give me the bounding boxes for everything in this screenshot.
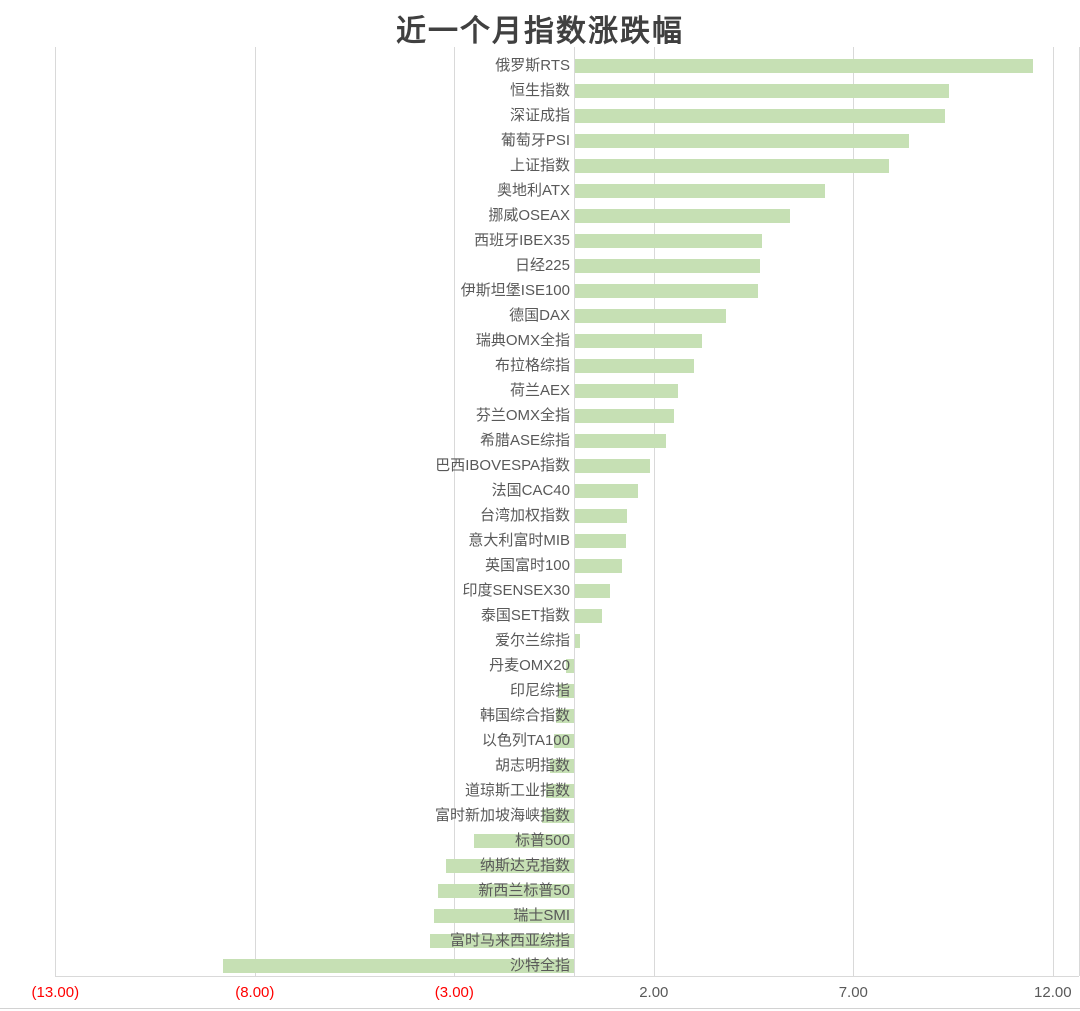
category-label: 芬兰OMX全指 [475,407,570,424]
gridline [454,47,456,976]
bar [574,283,758,298]
bar [550,758,574,773]
category-label: 葡萄牙PSI [500,132,570,149]
category-label: 韩国综合指数 [479,707,570,724]
bar [574,458,650,473]
bar [542,808,574,823]
bar [574,383,678,398]
category-label: 深证成指 [509,107,570,124]
bar [574,308,726,323]
gridline [653,47,655,976]
category-label: 胡志明指数 [494,757,570,774]
category-label: 沙特全指 [509,957,570,974]
gridline [254,47,256,976]
bar [574,133,910,148]
bar [554,733,574,748]
category-label: 俄罗斯RTS [495,57,570,74]
category-label: 希腊ASE综指 [479,432,570,449]
plot-right-border [1078,47,1080,976]
bar [574,508,627,523]
category-label: 奥地利ATX [496,182,570,199]
category-label: 恒生指数 [509,82,570,99]
bar [574,358,694,373]
bar [222,958,574,973]
bar [574,533,626,548]
x-axis-tick-label: (3.00) [434,984,474,1001]
x-axis-tick-label: 7.00 [838,984,868,1001]
category-label: 印尼综指 [509,682,570,699]
category-label: 丹麦OMX20 [489,657,570,674]
bar [574,408,674,423]
bar [574,433,666,448]
category-label: 台湾加权指数 [479,507,570,524]
bar [574,58,1033,73]
zero-axis-line [574,47,575,976]
bar [574,208,790,223]
category-label: 挪威OSEAX [488,207,570,224]
bar [446,858,574,873]
bar [574,108,946,123]
bar [558,683,574,698]
bar [546,783,574,798]
bar [574,608,602,623]
bar [556,708,574,723]
bar [574,333,702,348]
category-label: 新西兰标普50 [478,882,570,899]
category-label: 爱尔兰综指 [494,632,570,649]
category-label: 标普500 [514,832,570,849]
category-label: 布拉格综指 [494,357,570,374]
bar [430,933,574,948]
bar [574,633,580,648]
category-label: 印度SENSEX30 [462,582,570,599]
x-axis-tick-label: 2.00 [639,984,669,1001]
chart-title: 近一个月指数涨跌幅 [396,15,684,48]
gridline [853,47,855,976]
category-label: 以色列TA100 [481,732,570,749]
category-label: 西班牙IBEX35 [474,232,570,249]
category-label: 富时新加坡海峡指数 [434,807,570,824]
category-label: 伊斯坦堡ISE100 [460,282,570,299]
category-label: 法国CAC40 [491,482,570,499]
bar [474,833,575,848]
category-label: 道琼斯工业指数 [464,782,570,799]
category-label: 德国DAX [509,307,570,324]
category-label: 纳斯达克指数 [479,857,570,874]
category-label: 泰国SET指数 [480,607,570,624]
x-axis-tick-label: (8.00) [235,984,275,1001]
category-label: 荷兰AEX [509,382,570,399]
bar [574,483,638,498]
bar [574,83,950,98]
window-bottom-border [0,1008,1080,1009]
bar [434,908,575,923]
gridline [1052,47,1054,976]
plot-bottom-border [55,976,1079,977]
category-label: 瑞士SMI [513,907,570,924]
bar [574,258,760,273]
category-label: 日经225 [514,257,570,274]
category-label: 富时马来西亚综指 [449,932,570,949]
bar [574,158,890,173]
category-label: 意大利富时MIB [468,532,570,549]
x-axis-tick-label: (13.00) [31,984,80,1001]
bar [574,183,826,198]
category-label: 上证指数 [509,157,570,174]
bar [574,583,610,598]
bar [438,883,574,898]
bar [566,658,574,673]
category-label: 英国富时100 [484,557,570,574]
bar [574,233,762,248]
bar [574,558,622,573]
x-axis-tick-label: 12.00 [1034,984,1072,1001]
category-label: 巴西IBOVESPA指数 [435,457,570,474]
category-label: 瑞典OMX全指 [475,332,570,349]
gridline [55,47,57,976]
